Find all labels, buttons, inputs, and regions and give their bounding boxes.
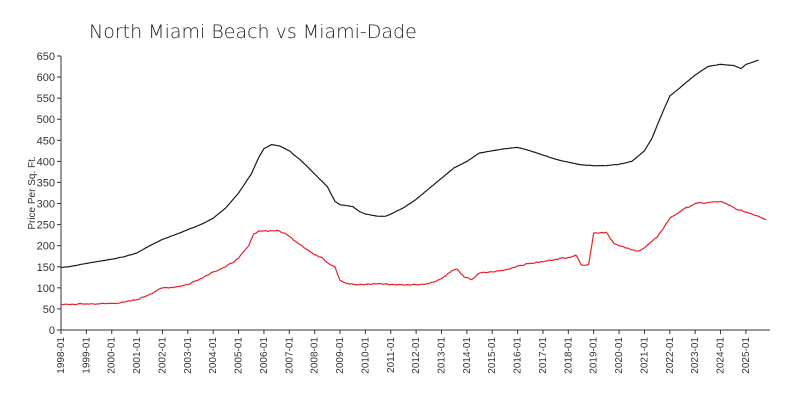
y-ticks: 0 50 100 150 200 250 300 350 400 450 500 550 600 650 [37, 51, 61, 337]
y-tick-label: 200 [37, 241, 55, 253]
x-tick-label: 2025-01 [741, 337, 752, 374]
x-tick-label: 2017-01 [538, 337, 549, 374]
series-group [60, 59, 767, 306]
x-tick-label: 2000-01 [107, 337, 118, 374]
x-tick-label: 2002-01 [157, 337, 168, 374]
y-tick-label: 350 [37, 177, 55, 189]
y-tick-label: 550 [37, 93, 55, 105]
x-tick-label: 2013-01 [437, 337, 448, 374]
y-axis-label: Price Per Sq. Ft. [27, 156, 38, 229]
x-tick-label: 2007-01 [284, 337, 295, 374]
x-tick-label: 2006-01 [259, 337, 270, 374]
y-tick-label: 500 [37, 114, 55, 126]
x-tick-label: 2020-01 [614, 337, 625, 374]
y-tick-label: 600 [37, 72, 55, 84]
x-tick-label: 2008-01 [310, 337, 321, 374]
x-tick-label: 2005-01 [234, 337, 245, 374]
y-tick-label: 150 [37, 262, 55, 274]
x-tick-label: 2003-01 [183, 337, 194, 374]
x-tick-label: 1999-01 [81, 337, 92, 374]
y-tick-label: 650 [37, 51, 55, 63]
y-tick-label: 50 [43, 304, 55, 316]
x-ticks: 1998-01 1999-01 2000-01 2001-01 2002-01 2003-… [56, 330, 752, 374]
x-tick-label: 2022-01 [665, 337, 676, 374]
x-tick-label: 2023-01 [690, 337, 701, 374]
x-tick-label: 2014-01 [462, 337, 473, 374]
chart-title: North Miami Beach vs Miami-Dade [89, 21, 417, 43]
x-tick-label: 2024-01 [716, 337, 727, 374]
x-tick-label: 2011-01 [386, 337, 397, 373]
y-tick-label: 100 [37, 283, 55, 295]
y-tick-label: 400 [37, 156, 55, 168]
y-tick-label: 300 [37, 199, 55, 211]
y-tick-label: 250 [37, 220, 55, 232]
y-tick-label: 0 [49, 325, 55, 337]
x-tick-label: 2012-01 [411, 337, 422, 374]
x-tick-label: 2019-01 [589, 337, 600, 374]
x-tick-label: 1998-01 [56, 337, 67, 374]
x-tick-label: 2016-01 [513, 337, 524, 374]
x-tick-label: 2009-01 [335, 337, 346, 374]
x-tick-label: 2001-01 [132, 337, 143, 374]
series-line-north-miami-beach [60, 200, 767, 306]
y-tick-label: 450 [37, 135, 55, 147]
series-line-miami-dade [60, 59, 759, 269]
x-tick-label: 2010-01 [360, 337, 371, 374]
x-tick-label: 2015-01 [487, 337, 498, 374]
x-tick-label: 2021-01 [639, 337, 650, 374]
x-tick-label: 2004-01 [208, 337, 219, 374]
x-tick-label: 2018-01 [563, 337, 574, 374]
